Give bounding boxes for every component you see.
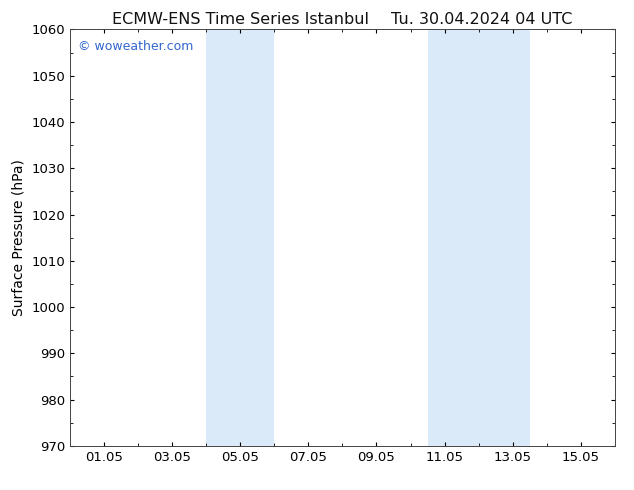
Bar (206, 29, 275, 446)
Y-axis label: Surface Pressure (hPa): Surface Pressure (hPa) (11, 159, 25, 316)
Text: ECMW-ENS Time Series Istanbul: ECMW-ENS Time Series Istanbul (112, 12, 370, 27)
Text: © woweather.com: © woweather.com (78, 40, 193, 53)
Text: Tu. 30.04.2024 04 UTC: Tu. 30.04.2024 04 UTC (391, 12, 573, 27)
Bar (427, 29, 530, 446)
